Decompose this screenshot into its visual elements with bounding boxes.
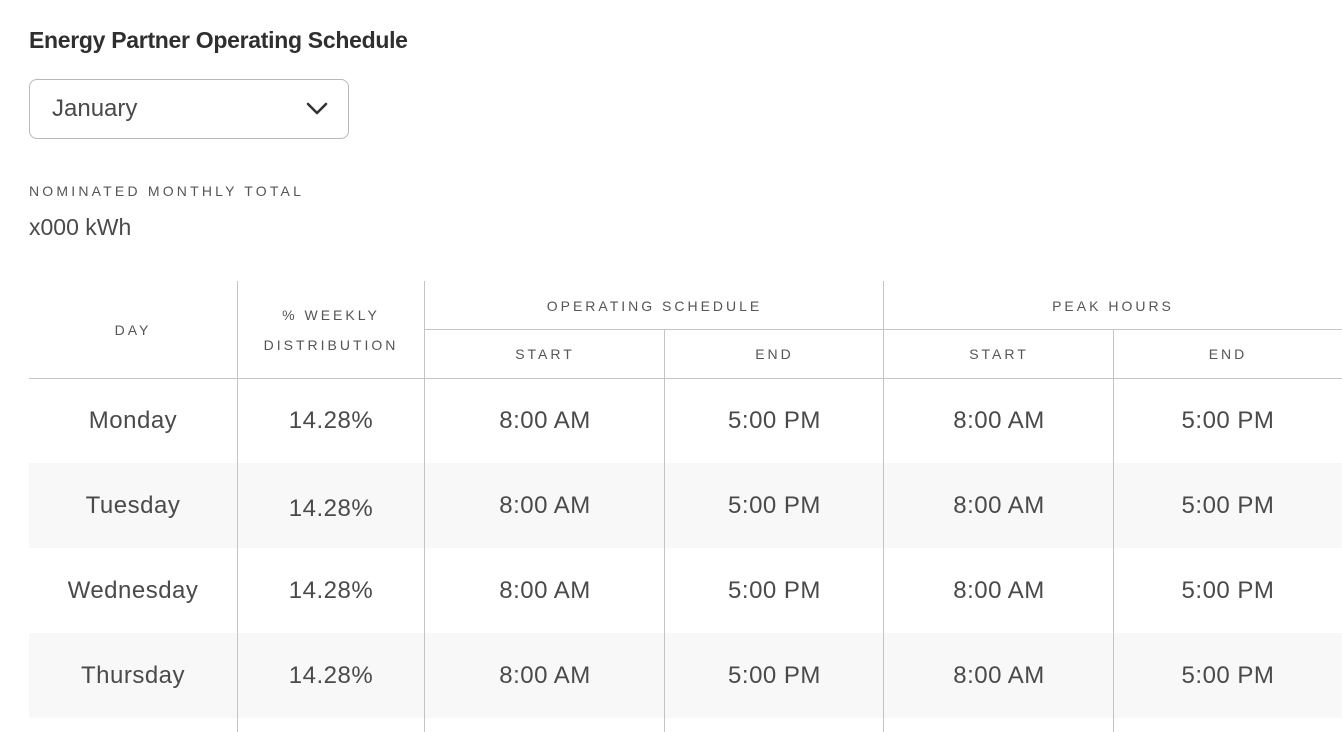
cell-day: Tuesday (85, 491, 181, 519)
cell-weekly-distribution: 14.28% (288, 494, 374, 522)
cell-op-end: 5:00 PM (728, 576, 821, 604)
column-divider (424, 281, 425, 732)
cell-peak-start: 8:00 AM (953, 661, 1045, 689)
column-divider (1113, 330, 1114, 732)
cell-day: Wednesday (67, 576, 199, 604)
cell-op-end: 5:00 PM (728, 406, 821, 434)
cell-op-start: 8:00 AM (499, 491, 591, 519)
column-divider (883, 281, 884, 732)
cell-peak-end: 5:00 PM (1181, 491, 1275, 519)
month-select-value: January (52, 95, 138, 122)
page-title: Energy Partner Operating Schedule (29, 27, 408, 53)
cell-op-start: 8:00 AM (499, 576, 591, 604)
chevron-down-icon (306, 102, 328, 116)
header-peak-end: END (1208, 346, 1248, 362)
header-weekly-distribution: % WEEKLY DISTRIBUTION (263, 306, 399, 353)
cell-peak-end: 5:00 PM (1181, 576, 1275, 604)
cell-peak-end: 5:00 PM (1181, 661, 1275, 689)
table-row: Thursday 14.28% 8:00 AM 5:00 PM 8:00 AM … (29, 633, 1342, 718)
cell-day: Thursday (80, 661, 186, 689)
month-select[interactable]: January (29, 79, 349, 139)
cell-peak-start: 8:00 AM (953, 576, 1045, 604)
header-operating-schedule: OPERATING SCHEDULE (546, 297, 763, 314)
cell-op-end: 5:00 PM (728, 661, 821, 689)
monthly-total-label: NOMINATED MONTHLY TOTAL (29, 183, 305, 199)
header-divider (425, 329, 1342, 330)
cell-day: Monday (88, 406, 178, 434)
table-row: Wednesday 14.28% 8:00 AM 5:00 PM 8:00 AM… (29, 548, 1342, 633)
header-bottom-border (29, 378, 1342, 379)
cell-op-start: 8:00 AM (499, 661, 591, 689)
cell-weekly-distribution: 14.28% (288, 661, 374, 689)
cell-weekly-distribution: 14.28% (288, 406, 374, 434)
cell-peak-start: 8:00 AM (953, 491, 1045, 519)
table-row: Monday 14.28% 8:00 AM 5:00 PM 8:00 AM 5:… (29, 378, 1342, 463)
cell-op-end: 5:00 PM (728, 491, 821, 519)
monthly-total-value: x000 kWh (29, 214, 132, 240)
cell-weekly-distribution: 14.28% (288, 576, 374, 604)
header-peak-hours: PEAK HOURS (1052, 297, 1174, 314)
header-day: DAY (114, 321, 152, 338)
table-row: Tuesday 14.28% 8:00 AM 5:00 PM 8:00 AM 5… (29, 463, 1342, 548)
cell-peak-end: 5:00 PM (1181, 406, 1275, 434)
header-op-end: END (755, 346, 794, 362)
column-divider (237, 281, 238, 732)
header-op-start: START (515, 346, 575, 362)
cell-peak-start: 8:00 AM (953, 406, 1045, 434)
header-peak-start: START (969, 346, 1029, 362)
column-divider (664, 330, 665, 732)
cell-op-start: 8:00 AM (499, 406, 591, 434)
